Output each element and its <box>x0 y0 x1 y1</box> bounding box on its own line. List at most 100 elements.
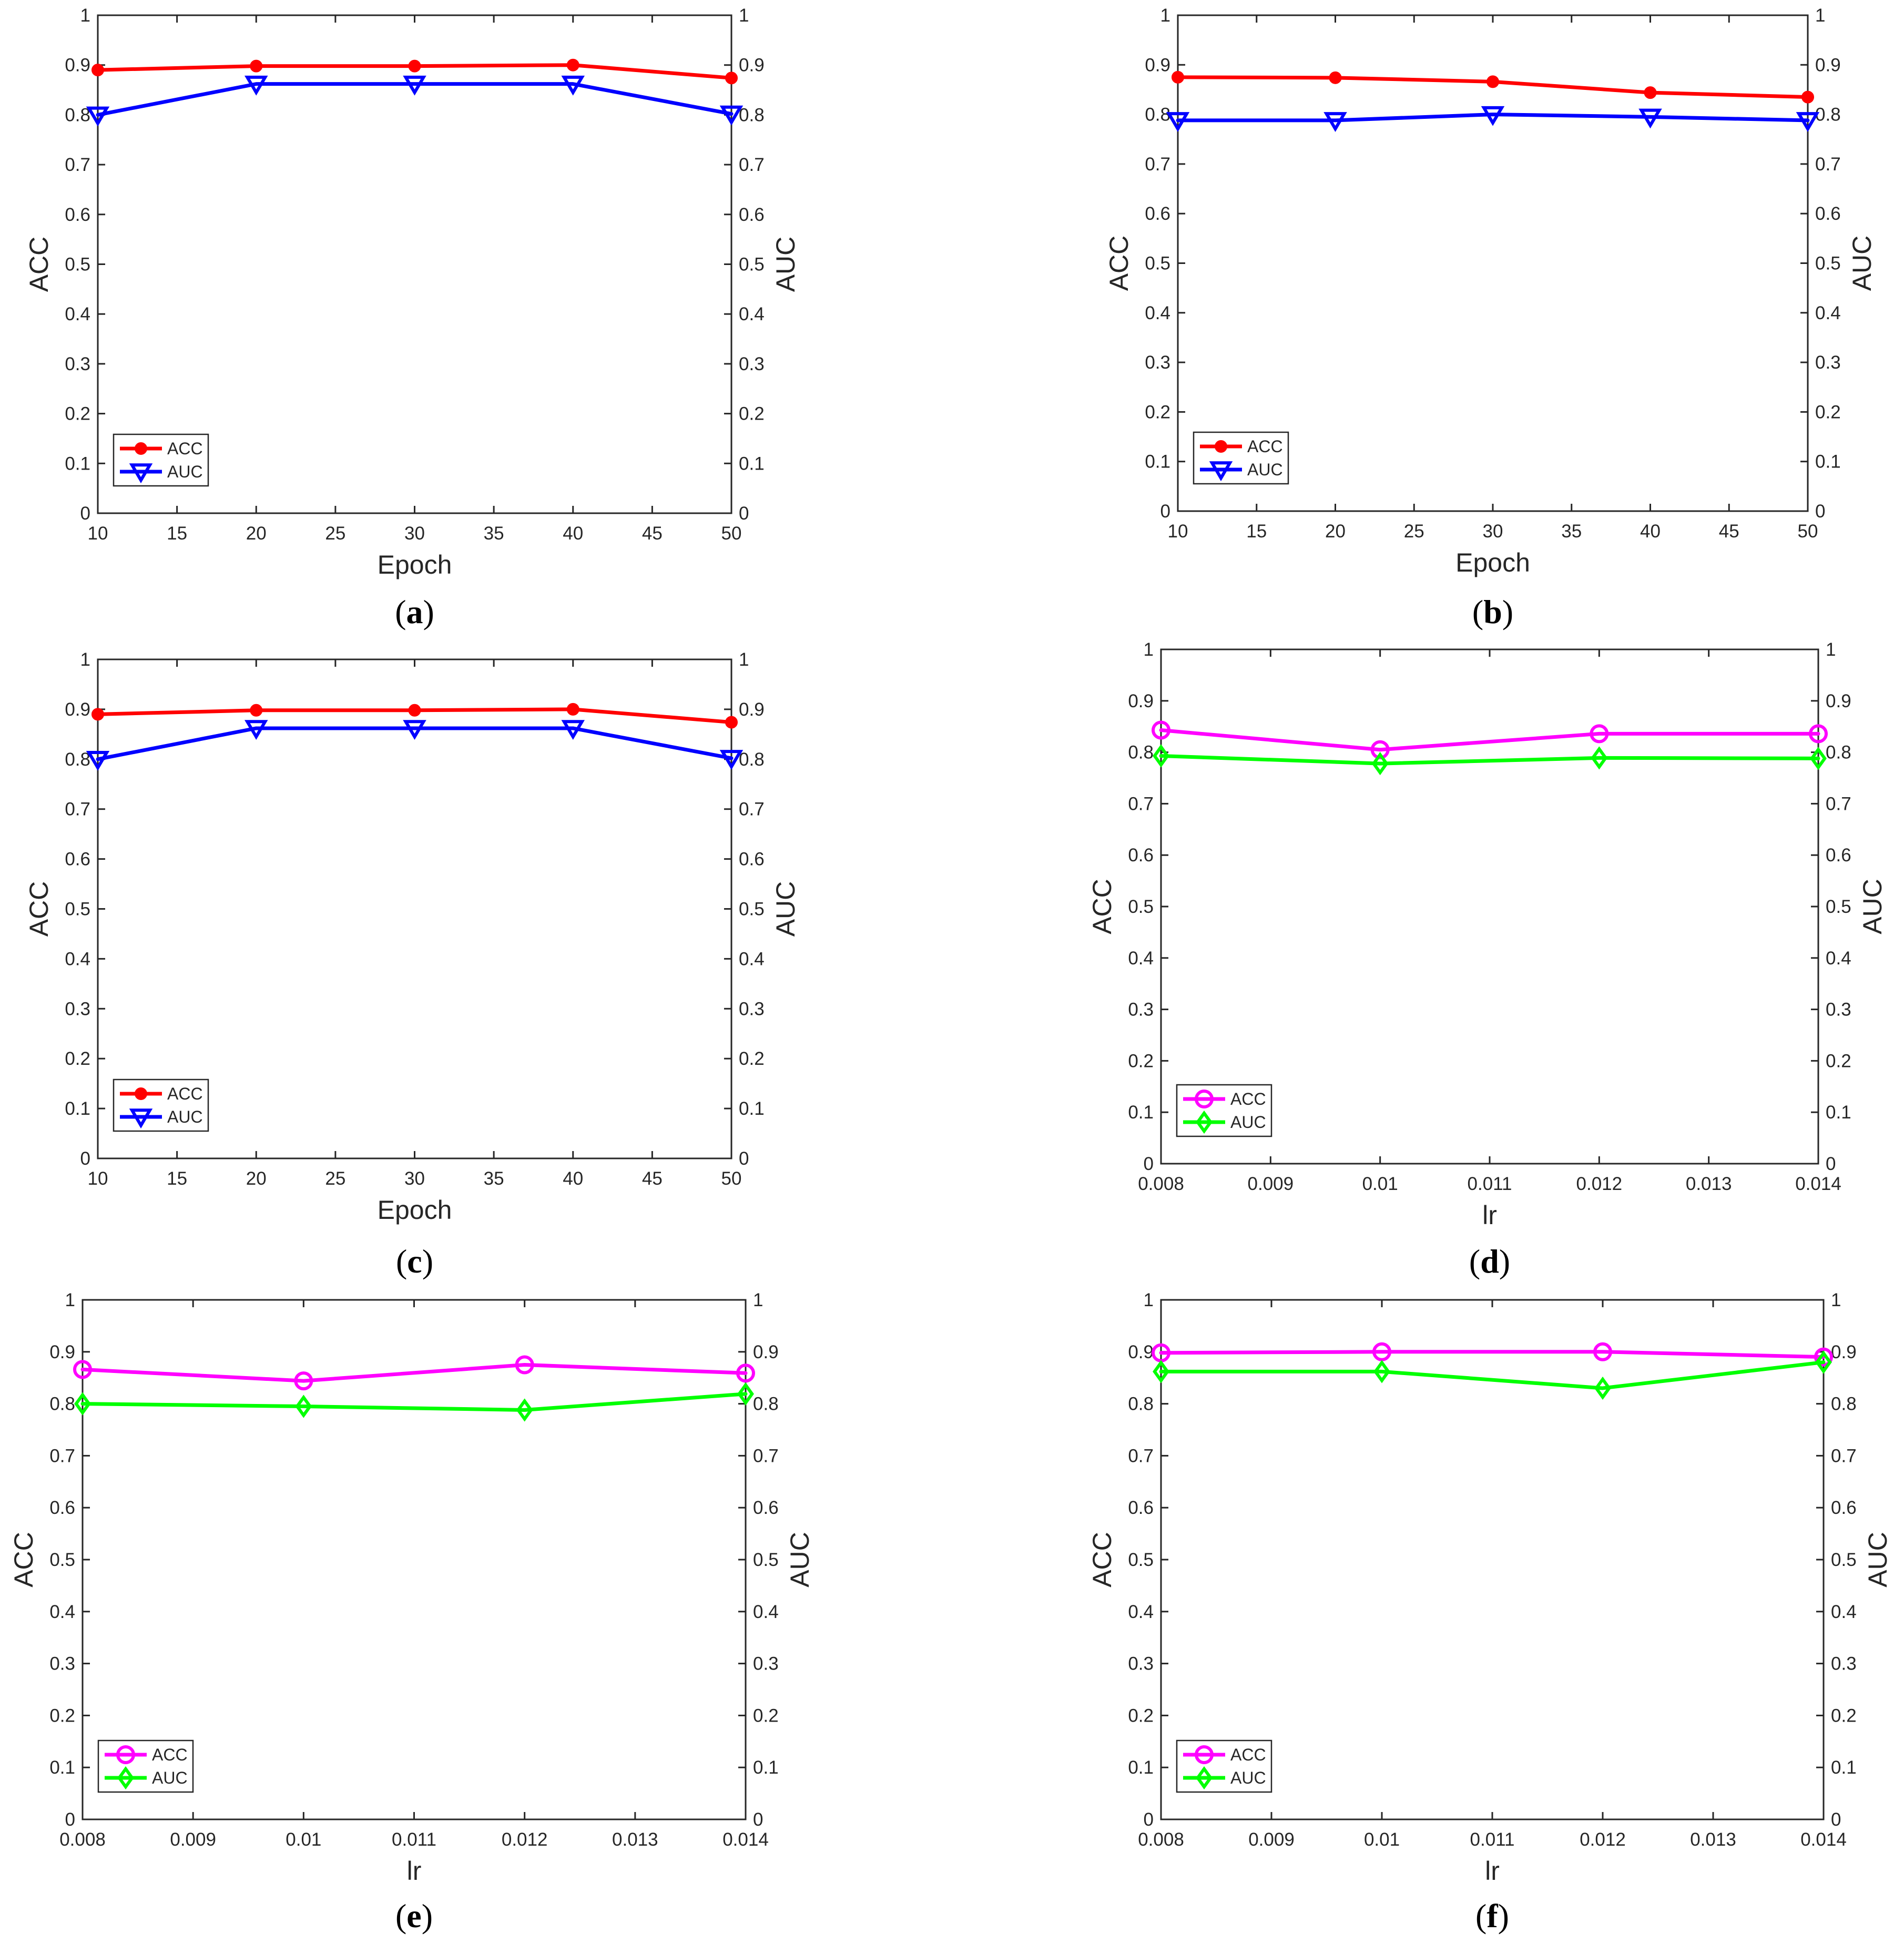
legend-label-auc: AUC <box>167 462 203 481</box>
data-point-acc <box>1814 1347 1833 1367</box>
y-tick-label-right: 0.2 <box>1815 402 1841 422</box>
y-tick-label-right: 0 <box>753 1809 763 1830</box>
y-tick-label-left: 0.8 <box>65 749 90 770</box>
legend-marker-acc <box>135 1087 147 1100</box>
data-point-auc <box>245 720 268 740</box>
data-point-acc <box>1801 90 1814 104</box>
y-tick-label-left: 1 <box>80 649 90 670</box>
y-tick-label-right: 0.6 <box>753 1498 779 1518</box>
x-tick-label: 35 <box>484 1168 504 1189</box>
y-tick-label-right: 0.8 <box>1826 742 1851 763</box>
y-tick-label-left: 0.5 <box>65 899 90 920</box>
series-line-auc <box>96 726 734 761</box>
x-tick-label: 0.014 <box>1795 1174 1841 1194</box>
y-tick-label-right: 0.9 <box>739 55 765 76</box>
data-point-acc <box>250 704 263 717</box>
legend-marker-acc <box>116 1745 135 1764</box>
data-point-acc <box>1172 70 1184 84</box>
y-tick-label-left: 1 <box>1144 639 1154 660</box>
y-axis-label-left: ACC <box>24 237 54 292</box>
caption-open-paren: ( <box>396 1243 407 1280</box>
y-tick-label-left: 0.3 <box>1128 1000 1154 1020</box>
chart-panel-e: 0 0 0.1 0.1 0.2 0.2 0.3 0.3 0.4 0.4 0.5 0.5 0.6 0.6 0.… <box>9 1290 814 1935</box>
data-point-auc <box>245 75 268 96</box>
legend-label-acc: ACC <box>152 1745 188 1764</box>
legend-marker-auc <box>129 463 153 484</box>
data-point-auc <box>561 75 585 96</box>
y-axis-label-right: AUC <box>771 237 800 292</box>
data-point-acc <box>91 708 104 721</box>
y-tick-label-left: 0.9 <box>49 1342 75 1362</box>
panel-caption: (f) <box>1475 1897 1509 1935</box>
legend-label-acc: ACC <box>1230 1745 1266 1764</box>
x-tick-label: 0.01 <box>1364 1829 1400 1850</box>
y-tick-label-left: 1 <box>65 1290 75 1310</box>
data-point-acc <box>736 1363 755 1383</box>
y-tick-label-right: 0 <box>1831 1809 1841 1830</box>
y-tick-label-left: 0.9 <box>1128 691 1154 711</box>
chart-panel-d: 0 0 0.1 0.1 0.2 0.2 0.3 0.3 0.4 0.4 0.5 0.5 0.6 0.6 0.… <box>1087 639 1887 1280</box>
x-tick-label: 50 <box>1798 521 1818 542</box>
x-tick-label: 45 <box>642 1168 663 1189</box>
legend-box <box>1193 431 1289 485</box>
x-tick-label: 0.013 <box>612 1829 658 1850</box>
series-line-auc <box>1159 1360 1826 1390</box>
y-tick-label-left: 0.2 <box>1145 402 1170 422</box>
y-tick-label-left: 0.5 <box>65 255 90 275</box>
y-tick-label-right: 0.6 <box>1826 845 1851 866</box>
x-axis-label: lr <box>1482 1200 1497 1230</box>
data-point-acc <box>1809 724 1828 744</box>
legend: ACC AUC <box>113 433 209 487</box>
x-tick-label: 35 <box>484 523 504 544</box>
caption-letter: d <box>1480 1243 1499 1280</box>
data-point-auc <box>1323 112 1347 132</box>
y-tick-label-left: 0.5 <box>1128 897 1154 917</box>
y-tick-label-right: 0.8 <box>1815 105 1841 125</box>
y-tick-label-left: 0 <box>1160 501 1170 522</box>
x-axis-label: lr <box>1485 1856 1500 1886</box>
data-point-auc <box>1594 1376 1611 1400</box>
x-tick-label: 0.01 <box>1362 1174 1398 1194</box>
chart-panel-b: 0 0 0.1 0.1 0.2 0.2 0.3 0.3 0.4 0.4 0.5 0.5 0.6 0.6 0.… <box>1104 5 1877 630</box>
caption-close-paren: ) <box>422 1897 433 1935</box>
y-tick-label-left: 0.3 <box>65 354 90 374</box>
data-point-auc <box>403 720 426 740</box>
data-point-auc <box>1153 1360 1169 1383</box>
legend-marker-acc <box>1195 1745 1214 1764</box>
data-point-acc <box>1329 71 1342 84</box>
legend-label-auc: AUC <box>1247 460 1283 479</box>
y-axis-label-right: AUC <box>1847 236 1877 291</box>
y-tick-label-right: 0.9 <box>739 699 765 720</box>
x-tick-label: 0.011 <box>392 1829 436 1850</box>
caption-letter: a <box>406 593 423 630</box>
x-tick-label: 0.009 <box>170 1829 216 1850</box>
x-tick-label: 10 <box>1168 521 1188 542</box>
y-tick-label-left: 0.9 <box>65 55 90 76</box>
y-tick-label-left: 0.9 <box>1145 55 1170 75</box>
y-tick-label-right: 0.4 <box>739 949 765 969</box>
y-tick-label-left: 0.5 <box>49 1550 75 1570</box>
plot-area <box>97 14 732 514</box>
data-point-auc <box>719 750 744 770</box>
y-tick-label-right: 0.2 <box>753 1705 779 1726</box>
y-tick-label-right: 0.7 <box>1831 1446 1857 1466</box>
y-tick-label-right: 0.7 <box>1815 154 1841 175</box>
legend-marker-auc <box>117 1766 134 1790</box>
y-tick-label-right: 0.6 <box>739 205 765 225</box>
caption-close-paren: ) <box>1502 593 1513 630</box>
y-tick-label-right: 0 <box>739 503 749 524</box>
y-tick-label-right: 0.9 <box>1815 55 1841 75</box>
x-tick-label: 20 <box>246 523 267 544</box>
data-point-auc <box>403 75 426 96</box>
y-tick-label-right: 0.1 <box>1826 1102 1851 1123</box>
y-tick-label-right: 1 <box>739 5 749 26</box>
y-tick-label-left: 0.7 <box>1128 1446 1154 1466</box>
data-point-auc <box>74 1392 91 1416</box>
legend: ACC AUC <box>1176 1739 1272 1793</box>
panel-caption: (a) <box>395 593 434 630</box>
plot-area <box>97 658 732 1159</box>
data-point-acc <box>73 1360 92 1379</box>
y-tick-label-left: 0.5 <box>1145 253 1170 274</box>
y-tick-label-right: 0.4 <box>1815 303 1841 323</box>
